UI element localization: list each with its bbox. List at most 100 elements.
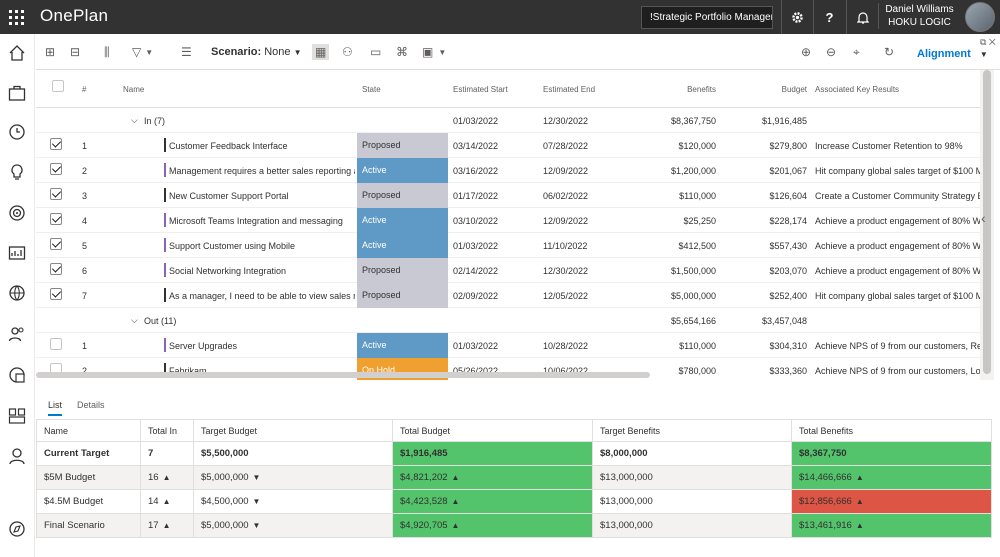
row-state[interactable]: Active [357,333,448,358]
people-view-icon[interactable]: ⚇ [342,45,353,59]
group-icon[interactable]: ☰ [181,45,192,59]
row-checkbox[interactable] [50,213,62,225]
tab-details[interactable]: Details [77,400,105,410]
home-icon[interactable] [8,44,26,62]
chevron-down-icon[interactable]: ⌵ [131,315,138,325]
row-end: 12/30/2022 [543,266,589,276]
scroll-thumb[interactable] [983,70,991,374]
grid-view-icon[interactable]: ▦ [312,44,330,60]
row-checkbox[interactable] [50,288,62,300]
popout-icon[interactable]: ⧉ ✕ [980,36,996,47]
notifications-button[interactable] [846,0,878,34]
zoom-out-icon[interactable]: ⊖ [826,45,837,59]
summary-row[interactable]: $5M Budget 16 ▲ $5,000,000 ▼ $4,821,202 ▲ $… [36,465,992,490]
row-state[interactable]: Active [357,208,448,233]
column-key-results[interactable]: Associated Key Results [815,85,900,94]
chevron-down-icon[interactable]: ⌵ [131,115,138,125]
row-checkbox[interactable] [50,263,62,275]
column-estimated-start[interactable]: Estimated Start [453,85,508,94]
row-checkbox[interactable] [50,188,62,200]
row-name[interactable]: Microsoft Teams Integration and messagin… [169,216,343,226]
summary-target-budget-text: $4,500,000 [201,496,249,507]
chevron-left-icon[interactable]: ‹ [981,210,986,226]
dashboard-icon[interactable] [8,244,26,262]
help-button[interactable]: ? [813,0,845,34]
row-name[interactable]: New Customer Support Portal [169,191,289,201]
table-row[interactable]: 6 Social Networking Integration Proposed… [36,258,980,283]
row-name[interactable]: Server Upgrades [169,341,238,351]
row-checkbox[interactable] [50,238,62,250]
table-row[interactable]: 5 Support Customer using Mobile Active 0… [36,233,980,258]
expand-all-icon[interactable]: ⊞ [45,45,56,59]
crosshair-icon[interactable]: ⌖ [853,44,860,59]
target-icon[interactable] [8,204,26,222]
settings-button[interactable] [781,0,813,34]
hierarchy-view-icon[interactable]: ⌘ [396,45,408,59]
collapse-all-icon[interactable]: ⊟ [70,45,81,59]
row-state[interactable]: Proposed [357,183,448,208]
globe-icon[interactable] [8,284,26,302]
compass-icon[interactable] [8,520,26,538]
lightbulb-icon[interactable] [8,163,26,181]
table-row[interactable]: 1 Customer Feedback Interface Proposed 0… [36,133,980,158]
org-chart-icon[interactable] [8,407,26,425]
user-info[interactable]: Daniel Williams HOKU LOGIC [878,3,956,29]
table-row[interactable]: 2 Management requires a better sales rep… [36,158,980,183]
table-row[interactable]: 4 Microsoft Teams Integration and messag… [36,208,980,233]
row-benefits: $5,000,000 [670,291,716,301]
column-budget[interactable]: Budget [781,85,807,94]
group-row[interactable]: ⌵ Out (11) $5,654,166 $3,457,048 [36,308,980,333]
filter-icon[interactable]: ▽ ▼ [132,45,154,59]
row-checkbox[interactable] [50,138,62,150]
summary-target-budget: $5,000,000 ▼ [193,513,393,538]
person-icon[interactable] [8,447,26,465]
avatar[interactable] [965,2,995,32]
table-row[interactable]: 1 Server Upgrades Active 01/03/2022 10/2… [36,333,980,358]
row-state[interactable]: Proposed [357,258,448,283]
grid-horizontal-scrollbar[interactable] [36,372,650,378]
scenario-dropdown[interactable]: Scenario: None ▼ [211,46,301,58]
grid-vertical-scrollbar[interactable]: ‹ [980,70,994,380]
table-row[interactable]: 7 As a manager, I need to be able to vie… [36,283,980,308]
select-all-checkbox[interactable] [52,80,64,92]
summary-row[interactable]: $4.5M Budget 14 ▲ $4,500,000 ▼ $4,423,528 ▲… [36,489,992,514]
people-icon[interactable] [8,325,26,343]
row-state[interactable]: Proposed [357,133,448,158]
row-name[interactable]: Support Customer using Mobile [169,241,296,251]
column-benefits[interactable]: Benefits [687,85,716,94]
summary-row[interactable]: Current Target 7 $5,500,000 $1,916,485 $… [36,441,992,466]
row-name[interactable]: Fabrikam [169,366,207,376]
column-name[interactable]: Name [123,85,145,94]
column-estimated-end[interactable]: Estimated End [543,85,596,94]
refresh-icon[interactable]: ↻ [884,45,895,59]
briefcase-icon[interactable] [8,84,26,102]
row-state[interactable]: Active [357,233,448,258]
timeline-icon[interactable] [8,123,26,141]
summary-row[interactable]: Final Scenario 17 ▲ $5,000,000 ▼ $4,920,70… [36,513,992,538]
summary-target-benefits-text: $8,000,000 [600,448,648,459]
col-total-budget: Total Budget [392,419,593,442]
columns-icon[interactable]: ⫼ [104,44,110,59]
tab-list[interactable]: List [48,400,63,416]
table-row[interactable]: 3 New Customer Support Portal Proposed 0… [36,183,980,208]
row-checkbox[interactable] [50,163,62,175]
row-state[interactable]: Active [357,158,448,183]
gear-icon [792,11,803,23]
row-name[interactable]: As a manager, I need to be able to view … [169,291,355,301]
plan-selector[interactable]: !Strategic Portfolio Manager [641,6,773,29]
report-view-icon[interactable]: ▣ ▼ [422,45,447,59]
app-launcher-icon[interactable] [9,10,24,25]
row-name[interactable]: Social Networking Integration [169,266,287,276]
row-checkbox[interactable] [50,338,62,350]
row-name[interactable]: Customer Feedback Interface [169,141,288,151]
zoom-in-icon[interactable]: ⊕ [801,45,812,59]
column-number[interactable]: # [82,85,87,94]
row-state[interactable]: Proposed [357,283,448,308]
column-state[interactable]: State [362,85,381,94]
row-name[interactable]: Management requires a better sales repor… [169,166,355,176]
group-row[interactable]: ⌵ In (7) 01/03/2022 12/30/2022 $8,367,75… [36,108,980,133]
resource-finance-icon[interactable] [8,366,26,384]
alignment-dropdown[interactable]: Alignment ▼ [917,48,988,60]
board-view-icon[interactable]: ▭ [370,45,382,59]
row-benefits: $110,000 [679,341,716,351]
